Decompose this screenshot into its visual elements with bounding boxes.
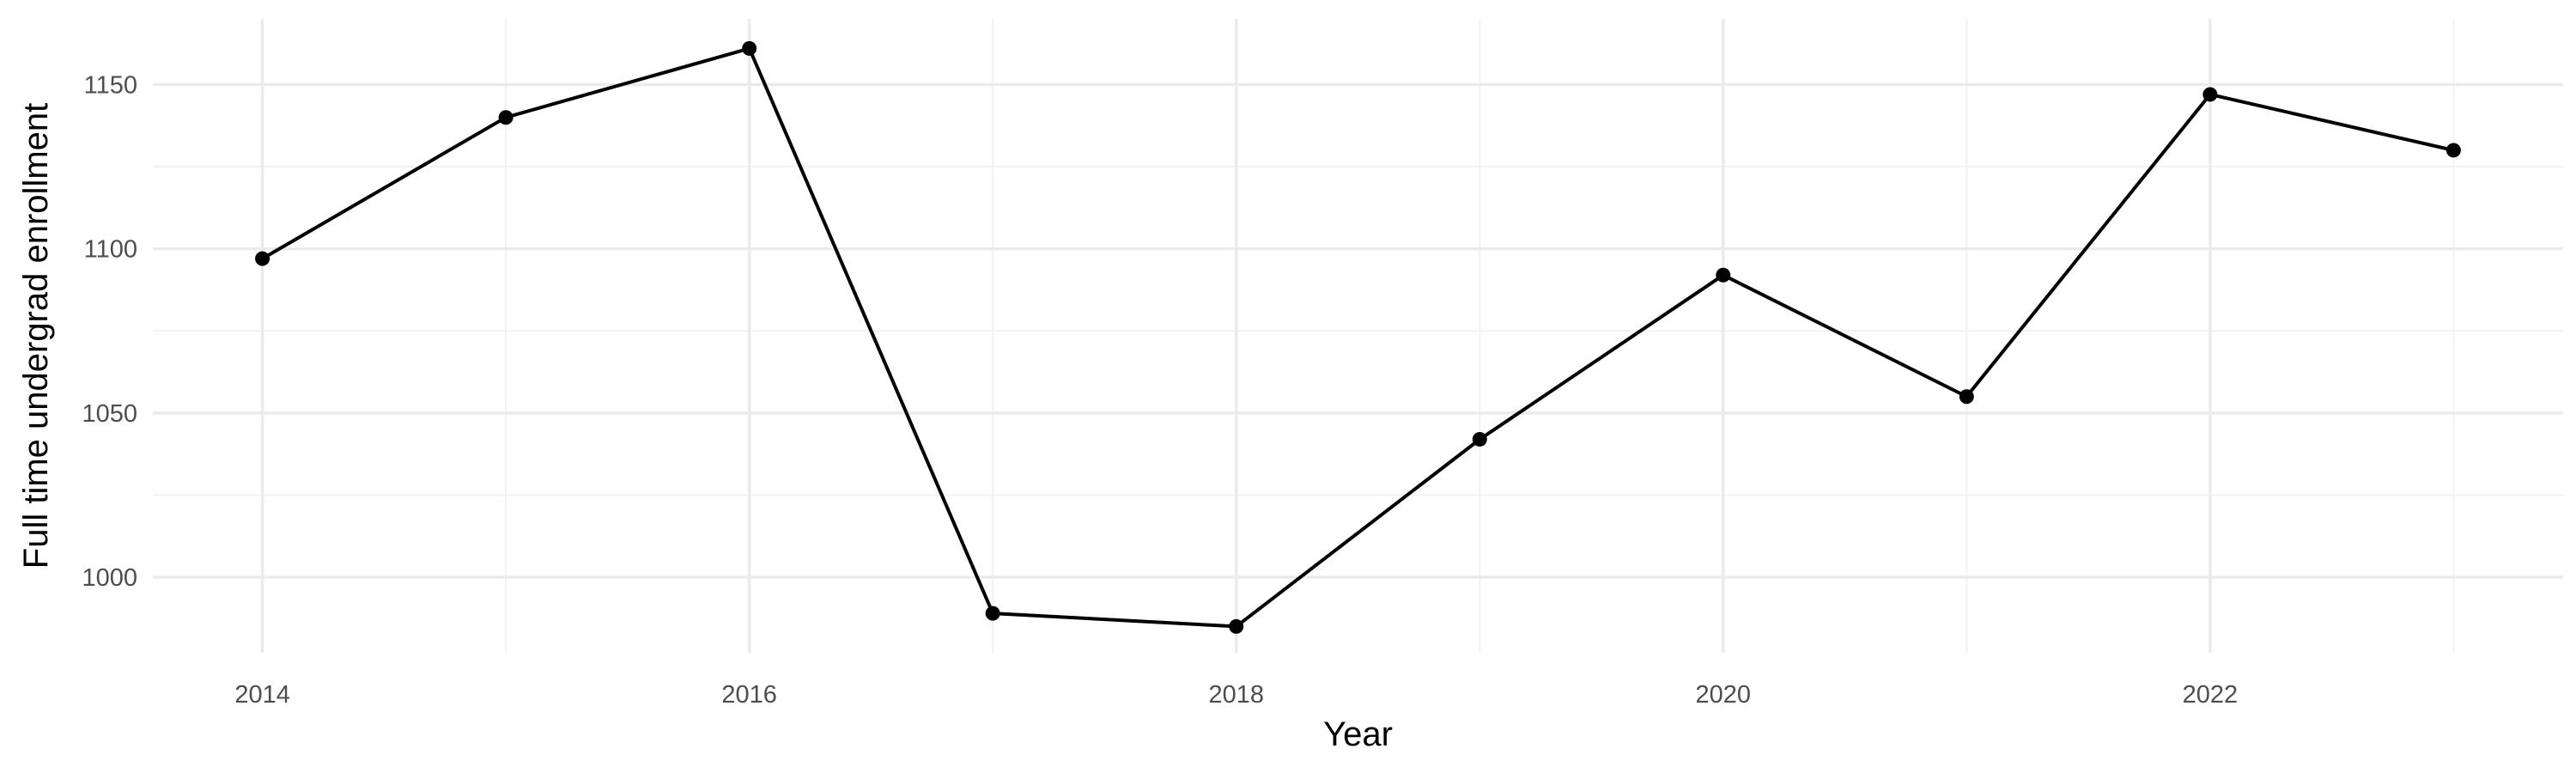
y-tick-label: 1000 <box>82 564 137 592</box>
x-axis-title: Year <box>1323 715 1393 753</box>
x-tick-label: 2022 <box>2183 681 2239 709</box>
x-tick-label: 2020 <box>1696 681 1752 709</box>
data-point <box>1472 431 1487 447</box>
y-tick-label: 1150 <box>84 71 137 99</box>
major-gridlines <box>153 19 2563 653</box>
data-point <box>985 606 1000 621</box>
y-tick-label: 1100 <box>84 236 137 264</box>
data-point <box>2445 143 2461 158</box>
x-tick-label: 2016 <box>721 681 777 709</box>
data-point <box>498 110 513 125</box>
x-tick-label: 2018 <box>1208 681 1264 709</box>
x-tick-label: 2014 <box>234 681 290 709</box>
data-point <box>1716 267 1731 283</box>
data-point <box>1959 389 1974 405</box>
data-point <box>1229 618 1244 634</box>
minor-gridlines <box>153 19 2563 653</box>
data-point <box>2202 87 2218 102</box>
y-axis-title: Full time undergrad enrollment <box>17 103 55 569</box>
series-group <box>255 40 2461 634</box>
data-point <box>255 251 270 266</box>
series-line <box>261 46 2454 629</box>
tick-labels: 2014 2016 2018 2020 2022 1000 1050 1100 1150 <box>82 71 2238 709</box>
y-tick-label: 1050 <box>82 400 137 428</box>
data-point <box>742 40 757 56</box>
